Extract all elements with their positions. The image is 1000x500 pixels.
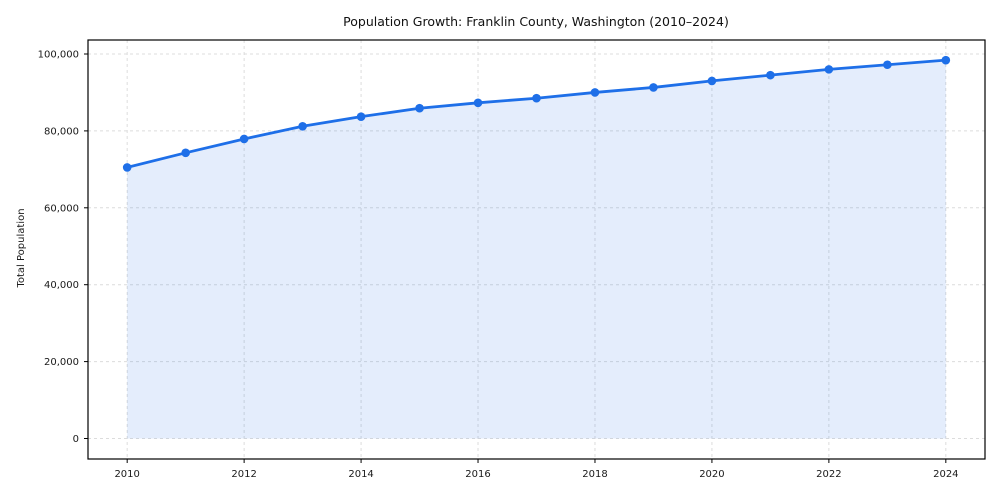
x-tick-label: 2022 bbox=[816, 469, 841, 480]
x-tick-label: 2020 bbox=[699, 469, 724, 480]
y-tick-label: 0 bbox=[73, 434, 79, 445]
data-point-2019 bbox=[649, 83, 658, 92]
data-point-2015 bbox=[415, 103, 424, 113]
data-point-2023 bbox=[883, 60, 892, 70]
data-point-markers bbox=[122, 55, 951, 172]
x-tick-label: 2010 bbox=[114, 469, 139, 480]
y-tick-label: 100,000 bbox=[38, 49, 79, 60]
data-point-2012 bbox=[239, 134, 249, 144]
data-point-2011 bbox=[181, 148, 190, 158]
series-area-fill bbox=[127, 60, 946, 439]
axis-tick-labels: 0 20,000 40,000 60,000 80,000 100,000 2010 2012… bbox=[38, 49, 959, 480]
area-fill-layer bbox=[127, 60, 946, 439]
axis-ticks bbox=[84, 53, 947, 463]
x-tick-label: 2012 bbox=[231, 469, 256, 480]
data-point-2014 bbox=[356, 112, 366, 121]
x-tick-label: 2014 bbox=[348, 469, 373, 480]
y-tick-label: 40,000 bbox=[44, 280, 79, 291]
data-point-2013 bbox=[298, 121, 307, 131]
chart-title: Population Growth: Franklin County, Wash… bbox=[343, 14, 729, 29]
data-point-2018 bbox=[590, 88, 600, 97]
x-tick-label: 2024 bbox=[933, 469, 958, 480]
data-point-2020 bbox=[707, 76, 717, 86]
data-point-2022 bbox=[824, 65, 834, 74]
plot-frame bbox=[87, 39, 986, 460]
y-tick-label: 60,000 bbox=[44, 203, 79, 214]
y-tick-label: 20,000 bbox=[44, 357, 79, 368]
x-tick-label: 2018 bbox=[582, 469, 607, 480]
data-point-2010 bbox=[122, 163, 132, 172]
gridlines bbox=[88, 40, 985, 459]
data-point-2016 bbox=[473, 98, 483, 108]
data-point-2017 bbox=[532, 93, 541, 103]
data-point-2021 bbox=[766, 70, 775, 80]
y-axis-label: Total Population bbox=[16, 208, 27, 288]
data-point-2024 bbox=[941, 55, 951, 65]
y-tick-label: 80,000 bbox=[44, 126, 79, 137]
x-tick-label: 2016 bbox=[465, 469, 490, 480]
